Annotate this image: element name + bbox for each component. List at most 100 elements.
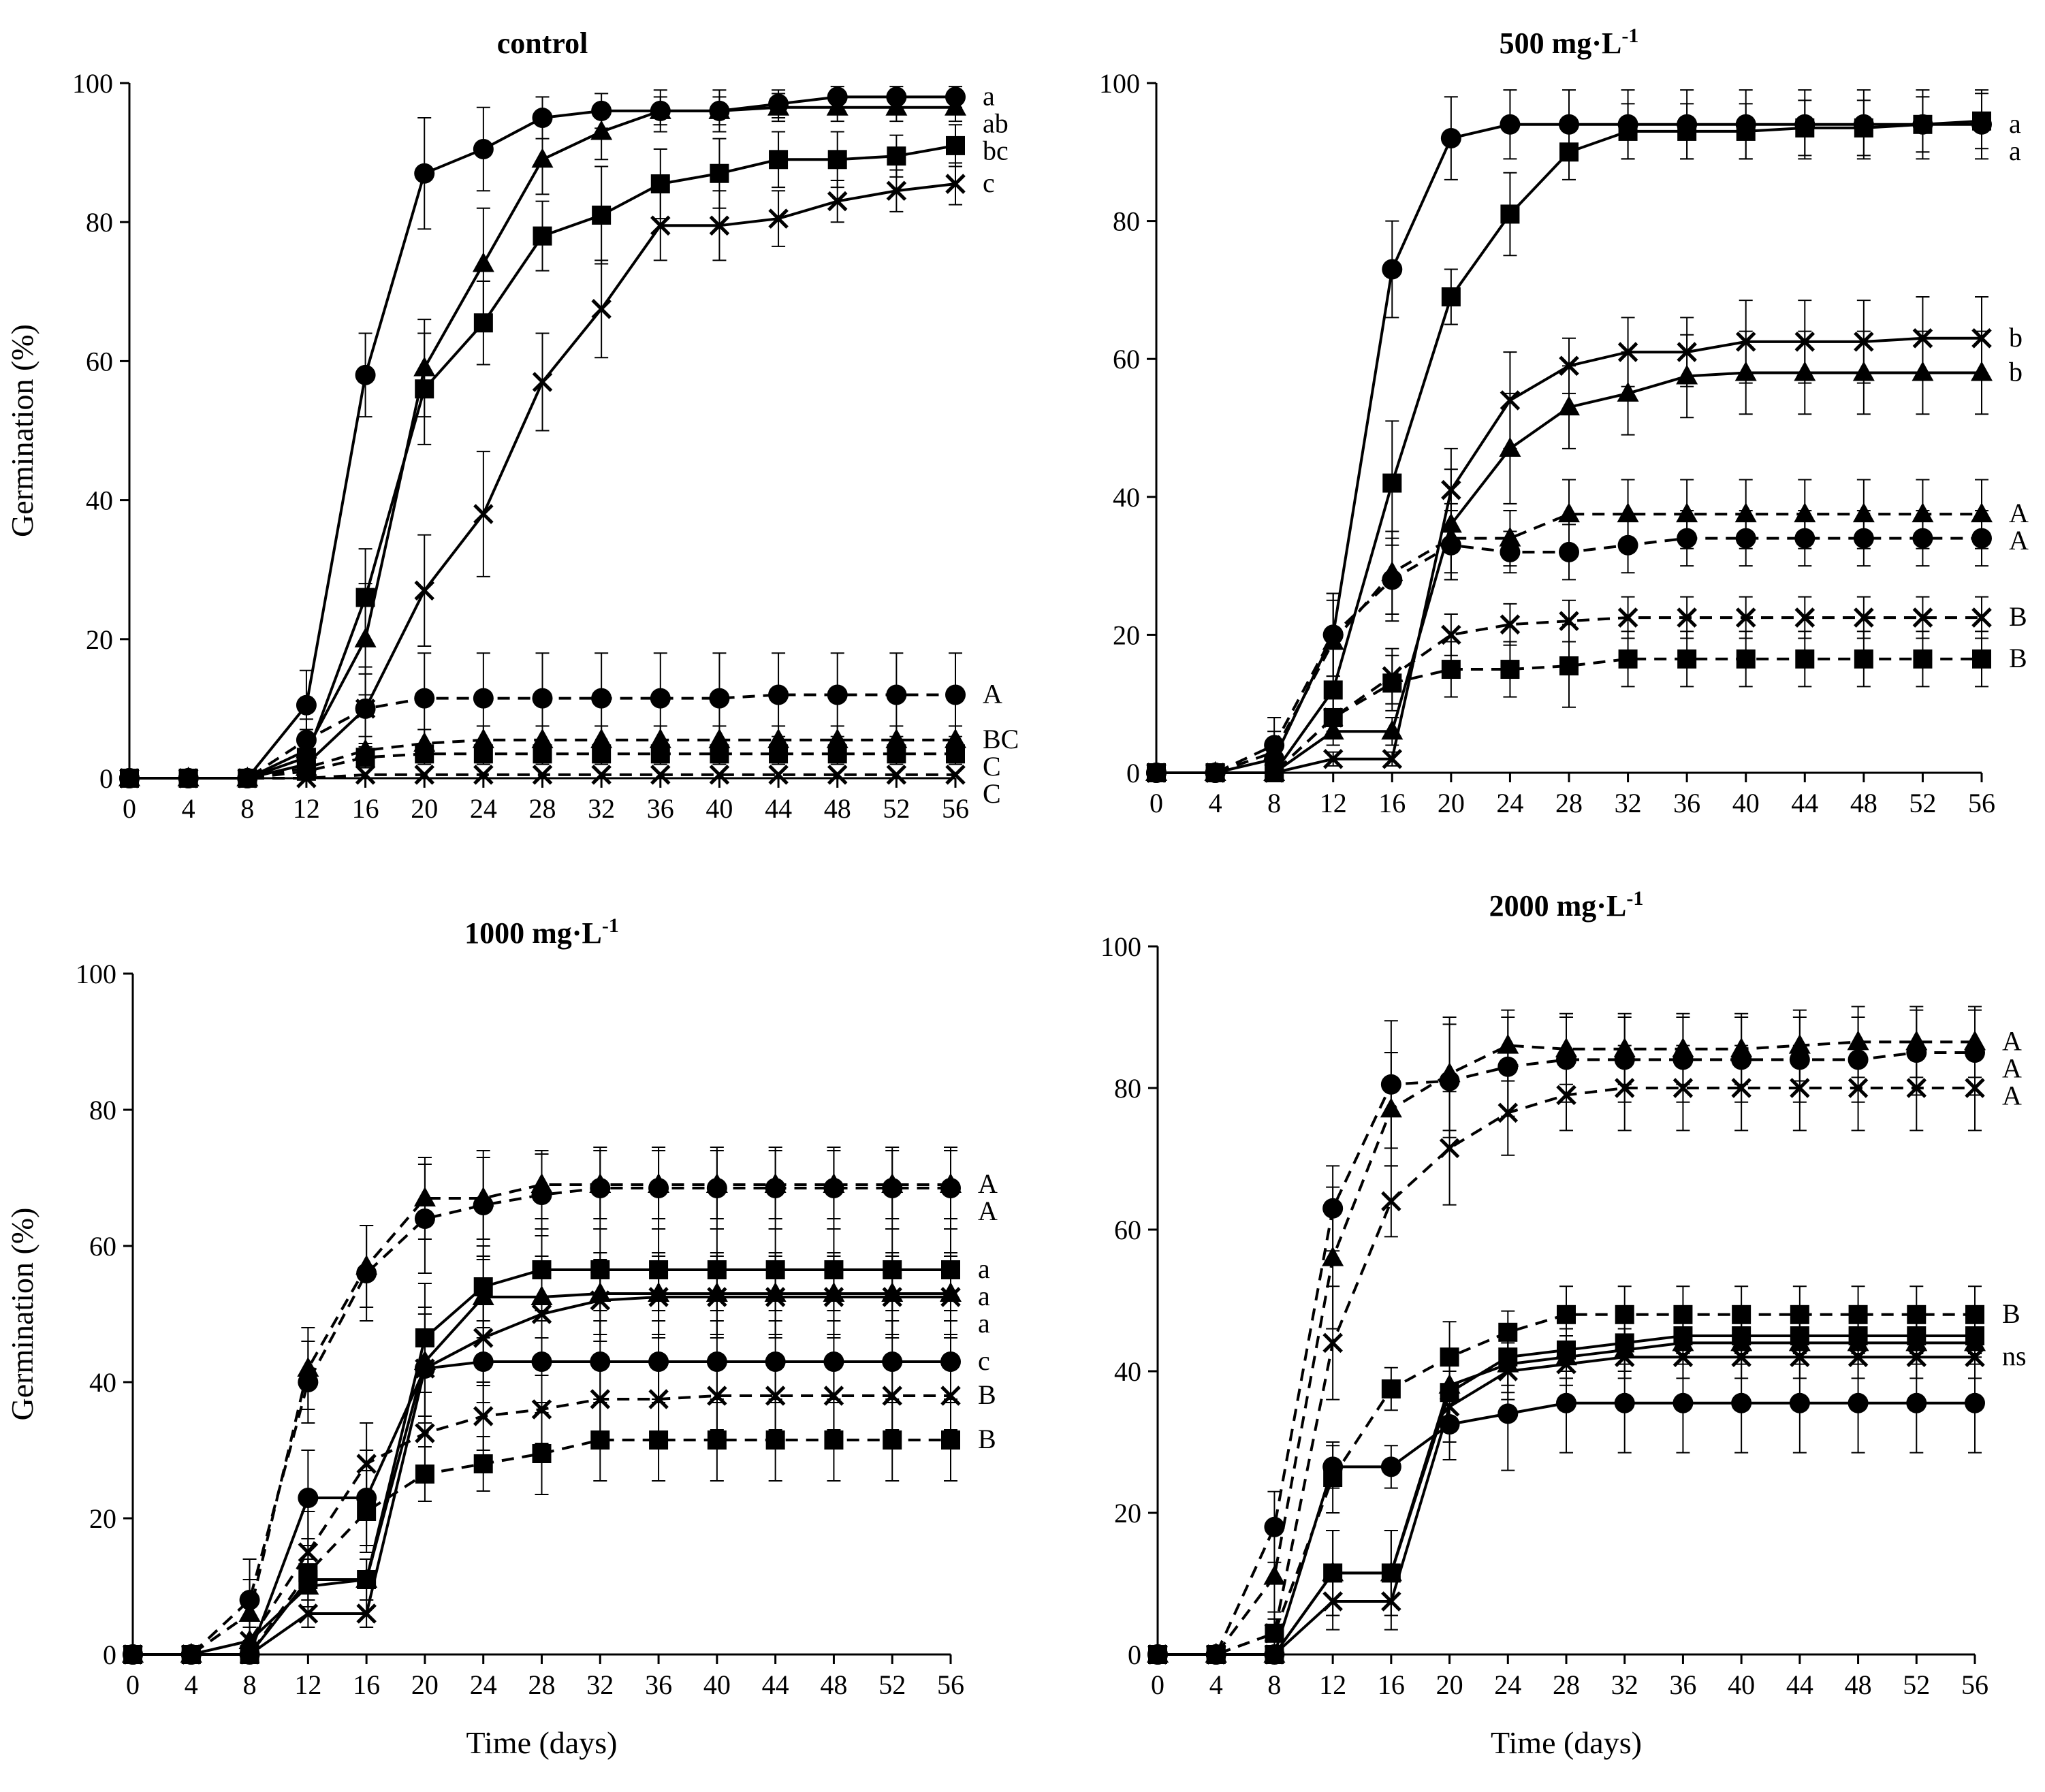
x-tick-label: 32 bbox=[588, 793, 615, 824]
data-point-cross bbox=[768, 208, 789, 229]
data-point-square bbox=[765, 1430, 785, 1450]
data-point-circle bbox=[473, 138, 494, 159]
data-point-square bbox=[710, 163, 729, 183]
x-tick-label: 32 bbox=[586, 1669, 614, 1700]
data-point-circle bbox=[768, 684, 789, 705]
data-point-circle bbox=[709, 688, 730, 709]
significance-label: B bbox=[978, 1424, 996, 1454]
data-point-cross bbox=[119, 768, 140, 788]
chart-title: control bbox=[497, 27, 588, 60]
x-tick-label: 28 bbox=[1553, 1669, 1580, 1700]
data-point-cross bbox=[415, 1423, 435, 1443]
significance-label: b bbox=[2009, 356, 2023, 387]
data-point-cross bbox=[1381, 1591, 1401, 1612]
x-tick-label: 52 bbox=[1903, 1669, 1930, 1700]
x-tick-label: 32 bbox=[1615, 788, 1642, 818]
data-point-circle bbox=[298, 1488, 319, 1508]
data-point-square bbox=[415, 1465, 434, 1484]
data-point-cross bbox=[940, 1386, 961, 1406]
data-point-triangle bbox=[531, 148, 554, 168]
data-point-triangle bbox=[1912, 361, 1934, 381]
y-tick-label: 0 bbox=[99, 763, 113, 794]
y-axis-label: Germination (%) bbox=[5, 1208, 39, 1421]
data-point-square bbox=[1559, 656, 1579, 675]
data-point-cross bbox=[707, 1386, 727, 1406]
data-point-cross bbox=[1848, 1078, 1869, 1098]
data-point-triangle bbox=[1852, 361, 1875, 381]
data-point-square bbox=[1736, 121, 1756, 141]
x-axis-label: Time (days) bbox=[466, 1725, 618, 1760]
data-point-cross bbox=[1971, 607, 1992, 628]
x-tick-label: 16 bbox=[352, 793, 379, 824]
y-tick-label: 100 bbox=[1100, 931, 1141, 962]
data-point-square bbox=[1795, 118, 1815, 138]
significance-label: b bbox=[2009, 322, 2023, 353]
x-tick-label: 48 bbox=[824, 793, 851, 824]
data-point-square bbox=[592, 744, 612, 764]
data-point-cross bbox=[591, 765, 612, 785]
data-point-triangle bbox=[1263, 1565, 1286, 1585]
data-point-circle bbox=[1382, 259, 1403, 280]
data-point-circle bbox=[1264, 1516, 1285, 1537]
data-point-square bbox=[1677, 649, 1697, 669]
data-point-circle bbox=[1617, 534, 1638, 556]
data-point-triangle bbox=[1322, 1561, 1344, 1582]
data-point-circle bbox=[1853, 528, 1874, 549]
chart-panel-3: 1000 mg·L-10 4 8 12 16 20 24 28 32 36 40 44 48 52 5602… bbox=[5, 914, 998, 1760]
data-point-circle bbox=[1500, 541, 1521, 562]
x-tick-label: 20 bbox=[1436, 1669, 1463, 1700]
x-tick-label: 56 bbox=[1968, 788, 1995, 818]
x-tick-label: 0 bbox=[1151, 1669, 1164, 1700]
series-dashed-circle: A bbox=[123, 1147, 998, 1665]
significance-label: C bbox=[983, 751, 1001, 782]
data-point-circle bbox=[1322, 1456, 1344, 1477]
series-dashed-cross: A bbox=[1147, 1044, 2022, 1665]
significance-label: A bbox=[978, 1168, 998, 1199]
data-point-square bbox=[710, 744, 729, 764]
x-tick-label: 32 bbox=[1611, 1669, 1638, 1700]
data-point-square bbox=[769, 150, 789, 170]
data-point-square bbox=[1381, 1379, 1401, 1398]
significance-label: bc bbox=[983, 135, 1009, 165]
data-point-circle bbox=[1439, 1414, 1460, 1435]
data-point-cross bbox=[1322, 748, 1344, 769]
y-tick-label: 20 bbox=[86, 624, 113, 655]
data-point-square bbox=[649, 1430, 669, 1450]
data-point-cross bbox=[827, 191, 848, 212]
data-point-square bbox=[1382, 473, 1402, 493]
data-point-cross bbox=[1912, 607, 1933, 628]
data-point-circle bbox=[590, 1351, 611, 1372]
series-dashed-cross: B bbox=[123, 1361, 996, 1665]
data-point-square bbox=[1441, 660, 1461, 679]
significance-label: a bbox=[2009, 108, 2021, 139]
series-line bbox=[133, 1439, 951, 1656]
data-point-square bbox=[1913, 649, 1933, 669]
data-point-circle bbox=[531, 1185, 552, 1205]
data-point-circle bbox=[1731, 1392, 1752, 1413]
data-point-circle bbox=[355, 698, 376, 719]
data-point-circle bbox=[473, 1351, 494, 1372]
data-point-square bbox=[1557, 1305, 1576, 1324]
data-point-cross bbox=[473, 504, 494, 524]
data-point-square bbox=[1559, 142, 1579, 162]
data-point-cross bbox=[356, 1603, 377, 1624]
data-point-circle bbox=[1264, 735, 1285, 756]
y-tick-label: 60 bbox=[1114, 1215, 1141, 1245]
y-tick-label: 40 bbox=[1114, 1356, 1141, 1387]
data-point-circle bbox=[1794, 528, 1816, 549]
data-point-circle bbox=[1912, 528, 1933, 549]
data-point-circle bbox=[414, 1358, 435, 1379]
data-point-cross bbox=[178, 768, 199, 788]
data-point-triangle bbox=[1380, 1561, 1402, 1582]
data-point-square bbox=[1147, 763, 1166, 782]
data-point-circle bbox=[473, 1195, 494, 1215]
data-point-square bbox=[827, 744, 847, 764]
data-point-square bbox=[592, 205, 612, 225]
data-point-triangle bbox=[826, 95, 849, 116]
data-point-square bbox=[1972, 111, 1991, 131]
chart-title-text: control bbox=[497, 27, 588, 60]
data-point-square bbox=[298, 1563, 318, 1582]
data-point-circle bbox=[1789, 1392, 1810, 1413]
x-tick-label: 44 bbox=[765, 793, 792, 824]
data-point-circle bbox=[882, 1178, 903, 1198]
